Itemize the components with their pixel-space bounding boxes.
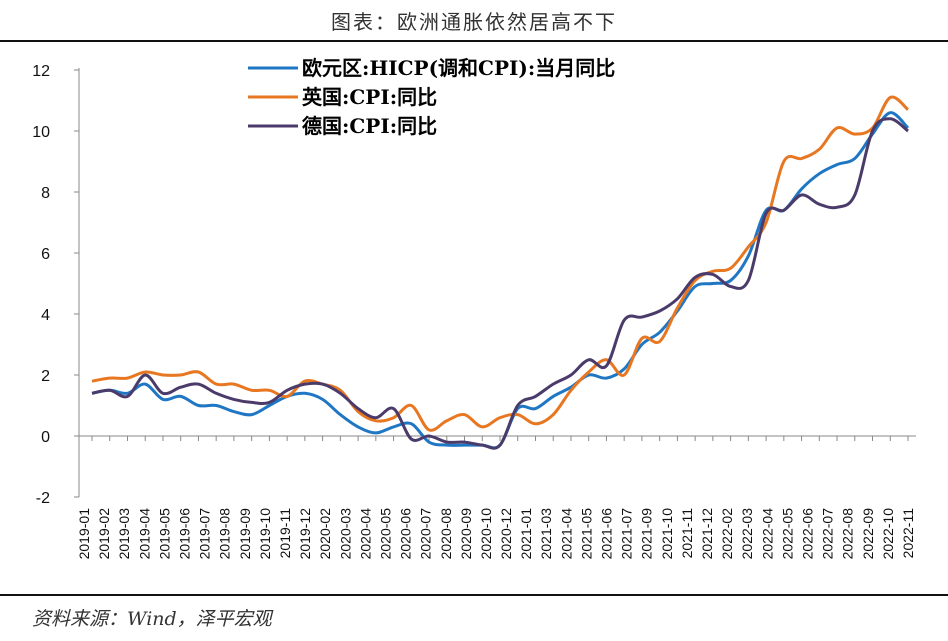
x-tick-label: 2019-12 xyxy=(297,508,313,560)
x-tick-label: 2019-09 xyxy=(237,508,253,560)
x-tick-label: 2022-08 xyxy=(840,508,856,560)
y-tick-label: 4 xyxy=(41,307,50,324)
x-tick-label: 2021-11 xyxy=(679,508,695,559)
x-tick-label: 2021-05 xyxy=(578,508,594,560)
legend-item-uk-cpi: 英国:CPI:同比 xyxy=(302,85,437,109)
y-tick-label: 8 xyxy=(41,185,50,202)
x-tick-label: 2020-08 xyxy=(438,508,454,560)
y-tick-label: 2 xyxy=(41,368,50,385)
top-rule xyxy=(0,40,948,42)
x-tick-label: 2020-03 xyxy=(337,508,353,560)
x-tick-label: 2021-07 xyxy=(619,508,635,560)
y-tick-label: 0 xyxy=(41,429,50,446)
x-tick-label: 2019-03 xyxy=(116,508,132,560)
bottom-rule xyxy=(0,594,948,596)
legend-item-germany-cpi: 德国:CPI:同比 xyxy=(302,114,437,138)
series-line-euro-hicp xyxy=(91,111,910,450)
x-tick-label: 2019-07 xyxy=(197,508,213,560)
x-tick-label: 2020-02 xyxy=(317,508,333,560)
x-tick-label: 2020-06 xyxy=(398,508,414,560)
x-tick-label: 2021-09 xyxy=(639,508,655,560)
x-tick-label: 2020-07 xyxy=(418,508,434,560)
x-tick-label: 2019-01 xyxy=(76,508,92,560)
x-tick-label: 2022-11 xyxy=(900,508,916,559)
x-tick-label: 2021-01 xyxy=(518,508,534,560)
x-tick-label: 2019-05 xyxy=(156,508,172,560)
chart-title: 图表：欧洲通胀依然居高不下 xyxy=(331,10,617,34)
y-tick-label: -2 xyxy=(36,490,50,507)
x-tick-label: 2021-03 xyxy=(538,508,554,560)
x-tick-label: 2021-04 xyxy=(558,508,574,560)
x-tick-label: 2019-06 xyxy=(176,508,192,560)
x-tick-label: 2019-10 xyxy=(257,508,273,560)
series-line-germany-cpi xyxy=(91,117,909,450)
x-tick-label: 2019-04 xyxy=(136,508,152,560)
x-tick-label: 2022-03 xyxy=(739,508,755,560)
x-tick-label: 2022-06 xyxy=(800,508,816,560)
x-tick-label: 2022-04 xyxy=(759,508,775,560)
source-note: 资料来源：Wind，泽平宏观 xyxy=(32,608,272,630)
series-line-uk-cpi xyxy=(91,95,909,432)
x-tick-label: 2020-04 xyxy=(357,508,373,560)
x-tick-label: 2022-09 xyxy=(860,508,876,560)
x-tick-label: 2022-10 xyxy=(880,508,896,560)
x-tick-label: 2019-08 xyxy=(217,508,233,560)
x-tick-label: 2020-05 xyxy=(377,508,393,560)
x-tick-label: 2020-09 xyxy=(458,508,474,560)
x-tick-label: 2021-10 xyxy=(659,508,675,560)
x-tick-label: 2022-05 xyxy=(779,508,795,560)
y-tick-label: 6 xyxy=(41,246,50,263)
y-tick-label: 12 xyxy=(32,63,50,80)
x-tick-label: 2022-02 xyxy=(719,508,735,560)
legend-item-euro-hicp: 欧元区:HICP(调和CPI):当月同比 xyxy=(302,56,615,80)
x-tick-label: 2022-07 xyxy=(820,508,836,560)
y-tick-label: 10 xyxy=(32,124,50,141)
x-tick-label: 2020-12 xyxy=(498,508,514,560)
x-tick-label: 2019-11 xyxy=(277,508,293,559)
x-tick-label: 2019-02 xyxy=(96,508,112,560)
x-tick-label: 2020-10 xyxy=(478,508,494,560)
x-tick-label: 2021-06 xyxy=(599,508,615,560)
x-tick-label: 2021-12 xyxy=(699,508,715,560)
